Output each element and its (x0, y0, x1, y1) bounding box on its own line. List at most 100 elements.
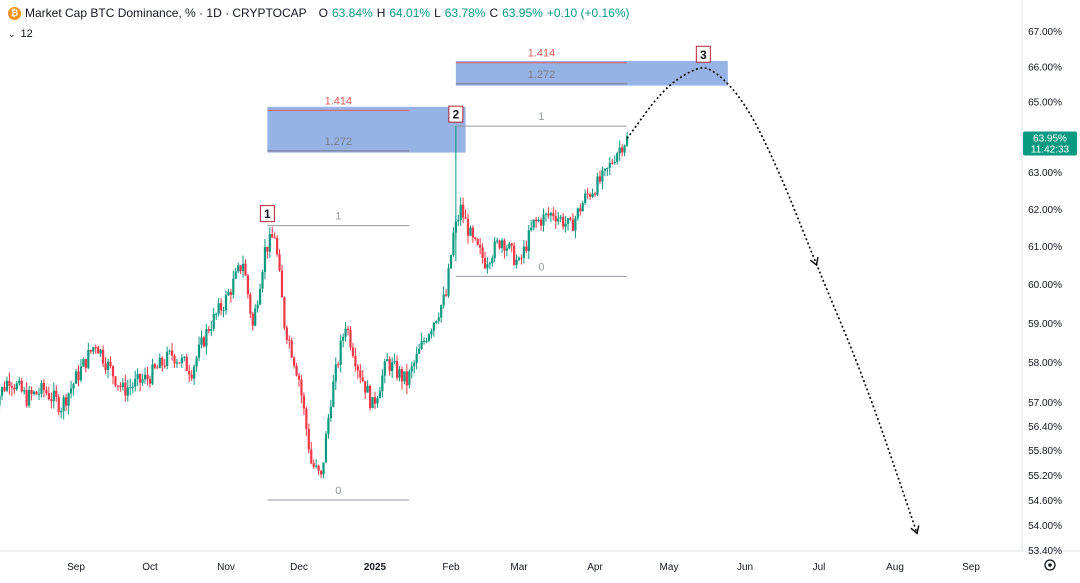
candle-body[interactable] (153, 364, 157, 368)
candle-body[interactable] (488, 263, 491, 265)
candle-body[interactable] (190, 374, 193, 379)
candle-body[interactable] (383, 361, 386, 376)
candle-body[interactable] (72, 383, 75, 389)
candle-body[interactable] (542, 214, 545, 226)
candle-body[interactable] (271, 234, 274, 238)
candle-body[interactable] (420, 341, 423, 349)
candle-body[interactable] (173, 355, 176, 364)
candle-body[interactable] (102, 349, 105, 364)
candle-body[interactable] (261, 272, 264, 289)
candle-body[interactable] (432, 322, 435, 331)
candle-body[interactable] (378, 391, 382, 399)
candle-body[interactable] (116, 385, 120, 387)
candle-body[interactable] (403, 371, 406, 382)
candle-body[interactable] (136, 373, 139, 379)
candle-body[interactable] (246, 275, 249, 295)
candle-body[interactable] (69, 388, 73, 394)
candle-body[interactable] (339, 340, 342, 365)
candle-body[interactable] (5, 380, 9, 391)
target-zone[interactable] (267, 106, 466, 153)
candle-body[interactable] (581, 203, 584, 212)
candle-body[interactable] (483, 257, 487, 269)
candle-body[interactable] (23, 390, 26, 392)
candle-body[interactable] (148, 379, 152, 384)
candle-body[interactable] (28, 389, 31, 406)
candle-body[interactable] (163, 365, 166, 367)
candle-body[interactable] (82, 358, 85, 367)
candle-body[interactable] (244, 263, 247, 276)
candle-body[interactable] (447, 268, 450, 296)
candle-body[interactable] (522, 246, 526, 258)
candle-body[interactable] (322, 462, 325, 475)
candle-body[interactable] (222, 310, 225, 312)
candle-body[interactable] (459, 204, 462, 221)
candle-body[interactable] (337, 364, 340, 366)
candle-body[interactable] (193, 366, 196, 379)
indicators-toggle[interactable]: ⌄ 12 (8, 28, 33, 40)
candle-body[interactable] (532, 219, 535, 228)
candle-body[interactable] (45, 390, 48, 394)
candle-body[interactable] (625, 136, 629, 146)
candle-body[interactable] (241, 263, 245, 272)
candle-body[interactable] (180, 357, 183, 364)
candle-body[interactable] (479, 244, 482, 248)
candle-body[interactable] (537, 219, 540, 222)
candle-body[interactable] (97, 347, 100, 354)
candle-body[interactable] (579, 208, 582, 212)
candle-body[interactable] (205, 329, 208, 347)
candle-body[interactable] (586, 193, 589, 195)
candle-body[interactable] (217, 303, 220, 314)
candle-body[interactable] (603, 168, 606, 171)
candle-body[interactable] (515, 259, 518, 265)
candle-body[interactable] (37, 393, 41, 395)
candle-body[interactable] (141, 379, 144, 383)
candle-body[interactable] (151, 364, 154, 384)
candle-body[interactable] (0, 395, 1, 406)
candle-body[interactable] (576, 208, 579, 219)
candle-body[interactable] (332, 381, 335, 407)
candle-body[interactable] (430, 330, 433, 335)
candle-body[interactable] (601, 170, 604, 182)
target-zone[interactable] (455, 60, 728, 86)
candle-body[interactable] (111, 366, 115, 377)
candle-body[interactable] (388, 359, 391, 372)
wave-label-box[interactable] (259, 205, 275, 223)
candle-body[interactable] (84, 358, 87, 368)
candle-body[interactable] (210, 328, 213, 331)
candle-body[interactable] (188, 370, 191, 375)
symbol-title[interactable]: Market Cap BTC Dominance, % · 1D · CRYPT… (25, 6, 307, 20)
candle-body[interactable] (476, 239, 479, 245)
candle-body[interactable] (35, 391, 38, 395)
candle-body[interactable] (427, 334, 431, 341)
candle-body[interactable] (364, 381, 367, 393)
candle-body[interactable] (368, 386, 372, 409)
candle-body[interactable] (466, 218, 470, 236)
candle-body[interactable] (18, 380, 21, 384)
candle-body[interactable] (249, 294, 252, 314)
candle-body[interactable] (327, 418, 330, 434)
candle-body[interactable] (324, 433, 328, 463)
candle-body[interactable] (258, 288, 262, 305)
candle-body[interactable] (562, 217, 565, 227)
candle-body[interactable] (598, 176, 602, 182)
candle-body[interactable] (317, 465, 320, 471)
candle-body[interactable] (195, 357, 198, 367)
candle-body[interactable] (588, 194, 592, 197)
candle-body[interactable] (89, 350, 92, 352)
candle-body[interactable] (65, 397, 68, 406)
candle-body[interactable] (229, 292, 232, 295)
candle-body[interactable] (104, 363, 107, 371)
candle-body[interactable] (618, 147, 621, 154)
candle-body[interactable] (47, 393, 50, 400)
candle-body[interactable] (491, 257, 494, 264)
candle-body[interactable] (268, 234, 271, 252)
candle-body[interactable] (623, 145, 626, 153)
candle-body[interactable] (349, 329, 352, 348)
candle-body[interactable] (42, 382, 46, 391)
candle-body[interactable] (92, 347, 95, 352)
candle-body[interactable] (474, 237, 477, 240)
candle-body[interactable] (30, 389, 33, 394)
candle-body[interactable] (371, 397, 374, 409)
candle-body[interactable] (219, 303, 223, 311)
